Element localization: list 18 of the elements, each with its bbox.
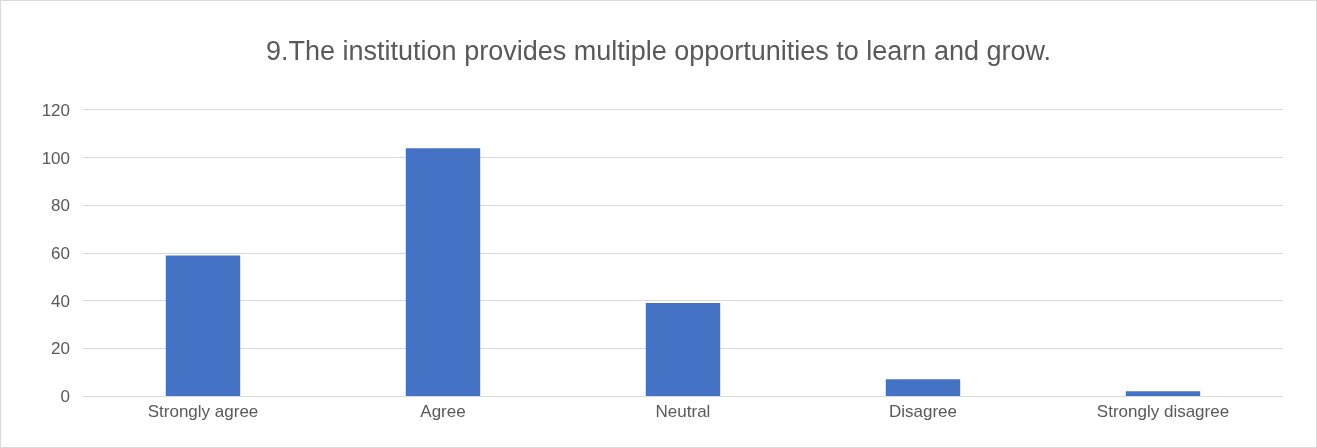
- y-tick-label: 80: [51, 196, 70, 216]
- y-tick-label: 0: [60, 386, 70, 406]
- x-tick-label: Strongly disagree: [1096, 402, 1230, 422]
- x-tick-label: Strongly agree: [147, 402, 259, 422]
- y-tick-label: 60: [51, 243, 70, 263]
- bar: [885, 379, 961, 396]
- bar: [405, 148, 481, 396]
- y-tick-label: 40: [51, 291, 70, 311]
- y-tick-label: 20: [51, 339, 70, 359]
- y-tick-label: 120: [41, 100, 70, 120]
- y-tick-label: 100: [41, 148, 70, 168]
- x-tick-label: Agree: [420, 402, 466, 422]
- bar: [645, 303, 721, 396]
- x-tick-label: Neutral: [655, 402, 711, 422]
- chart-title: 9.The institution provides multiple opportunities to learn and grow.: [266, 35, 1051, 66]
- bar: [165, 255, 241, 396]
- x-tick-label: Disagree: [888, 402, 958, 422]
- bar: [1125, 391, 1201, 396]
